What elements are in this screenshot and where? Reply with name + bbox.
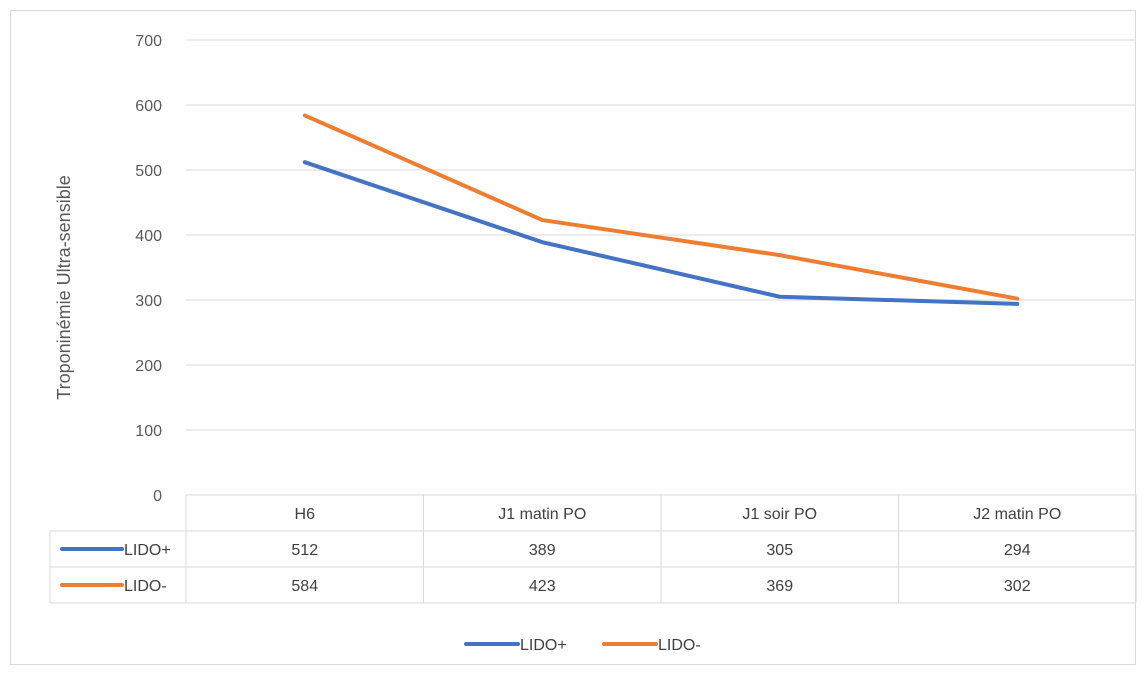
y-tick-label: 300 [135,293,162,310]
legend: LIDO+ LIDO- [464,637,701,654]
y-axis-label: Troponinémie Ultra-sensible [54,175,74,399]
table-value: 369 [766,578,793,595]
table-series-name: LIDO+ [124,542,171,559]
series-line-LIDO- [302,113,1020,301]
table-value: 389 [529,542,556,559]
gridlines [186,39,1136,431]
y-tick-labels: 0 100 200 300 400 500 600 700 [135,33,162,505]
table-series-name: LIDO- [124,578,167,595]
data-table: H6 J1 matin PO J1 soir PO J2 matin PO LIDO+ 5… [49,494,1137,604]
category-label: H6 [295,506,316,523]
table-value: 294 [1004,542,1031,559]
y-tick-label: 100 [135,423,162,440]
table-value: 423 [529,578,556,595]
y-tick-label: 700 [135,33,162,50]
table-value: 302 [1004,578,1031,595]
series-line-LIDO+ [302,160,1020,306]
category-label: J1 matin PO [498,506,586,523]
table-value: 584 [291,578,318,595]
legend-label: LIDO+ [520,637,567,654]
series-lines [302,113,1020,306]
y-tick-label: 0 [153,488,162,505]
y-tick-label: 500 [135,163,162,180]
legend-label: LIDO- [658,637,701,654]
y-tick-label: 200 [135,358,162,375]
y-tick-label: 600 [135,98,162,115]
chart-frame [10,10,1136,665]
y-tick-label: 400 [135,228,162,245]
table-value: 512 [291,542,318,559]
table-value: 305 [766,542,793,559]
category-label: J1 soir PO [742,506,817,523]
category-label: J2 matin PO [973,506,1061,523]
